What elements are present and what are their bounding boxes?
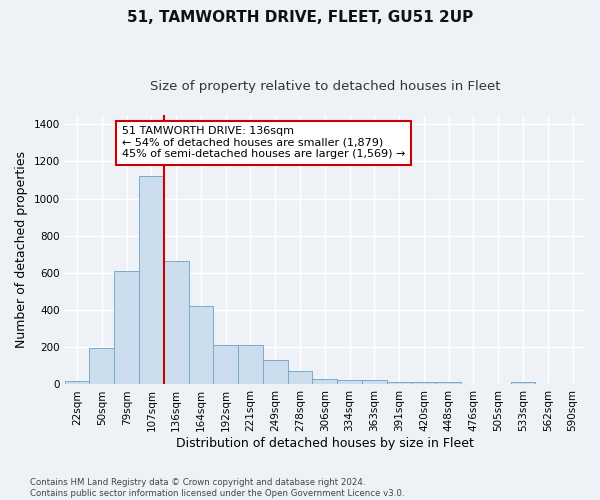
Title: Size of property relative to detached houses in Fleet: Size of property relative to detached ho… [149, 80, 500, 93]
Bar [387, 382, 412, 384]
Bar [287, 370, 313, 384]
Bar [412, 382, 436, 384]
Text: 51, TAMWORTH DRIVE, FLEET, GU51 2UP: 51, TAMWORTH DRIVE, FLEET, GU51 2UP [127, 10, 473, 25]
Bar [436, 382, 461, 384]
Bar [164, 261, 188, 384]
Bar [214, 344, 238, 385]
Bar [313, 378, 337, 384]
X-axis label: Distribution of detached houses by size in Fleet: Distribution of detached houses by size … [176, 437, 474, 450]
Bar [65, 381, 89, 384]
Bar [337, 380, 362, 384]
Bar [511, 382, 535, 384]
Bar [114, 272, 139, 384]
Text: 51 TAMWORTH DRIVE: 136sqm
← 54% of detached houses are smaller (1,879)
45% of se: 51 TAMWORTH DRIVE: 136sqm ← 54% of detac… [122, 126, 405, 160]
Bar [188, 306, 214, 384]
Bar [263, 360, 287, 384]
Bar [362, 380, 387, 384]
Text: Contains HM Land Registry data © Crown copyright and database right 2024.
Contai: Contains HM Land Registry data © Crown c… [30, 478, 404, 498]
Bar [238, 344, 263, 385]
Bar [139, 176, 164, 384]
Y-axis label: Number of detached properties: Number of detached properties [15, 151, 28, 348]
Bar [89, 348, 114, 385]
